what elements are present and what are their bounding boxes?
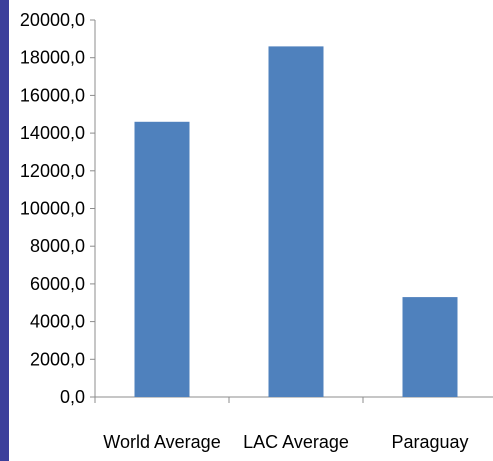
x-category-label: World Average: [103, 432, 220, 452]
y-tick-label: 18000,0: [20, 48, 85, 68]
y-tick-label: 16000,0: [20, 85, 85, 105]
x-category-label: LAC Average: [243, 432, 349, 452]
y-tick-label: 20000,0: [20, 10, 85, 30]
y-tick-label: 6000,0: [30, 274, 85, 294]
bar-paraguay: [402, 297, 458, 397]
y-tick-label: 14000,0: [20, 123, 85, 143]
left-accent-bar: [0, 0, 9, 461]
y-axis: 0,0 2000,0 4000,0 6000,0 8000,0 10000,0 12000,…: [20, 10, 96, 407]
x-axis: World Average LAC Average Paraguay: [94, 396, 493, 452]
y-tick-label: 8000,0: [30, 236, 85, 256]
y-tick-label: 10000,0: [20, 199, 85, 219]
x-category-label: Paraguay: [391, 432, 468, 452]
bar-world-average: [134, 121, 190, 397]
bar-lac-average: [268, 46, 324, 397]
bars: [134, 46, 458, 397]
y-tick-label: 2000,0: [30, 349, 85, 369]
y-tick-label: 4000,0: [30, 312, 85, 332]
y-tick-label: 0,0: [60, 387, 85, 407]
y-tick-label: 12000,0: [20, 161, 85, 181]
